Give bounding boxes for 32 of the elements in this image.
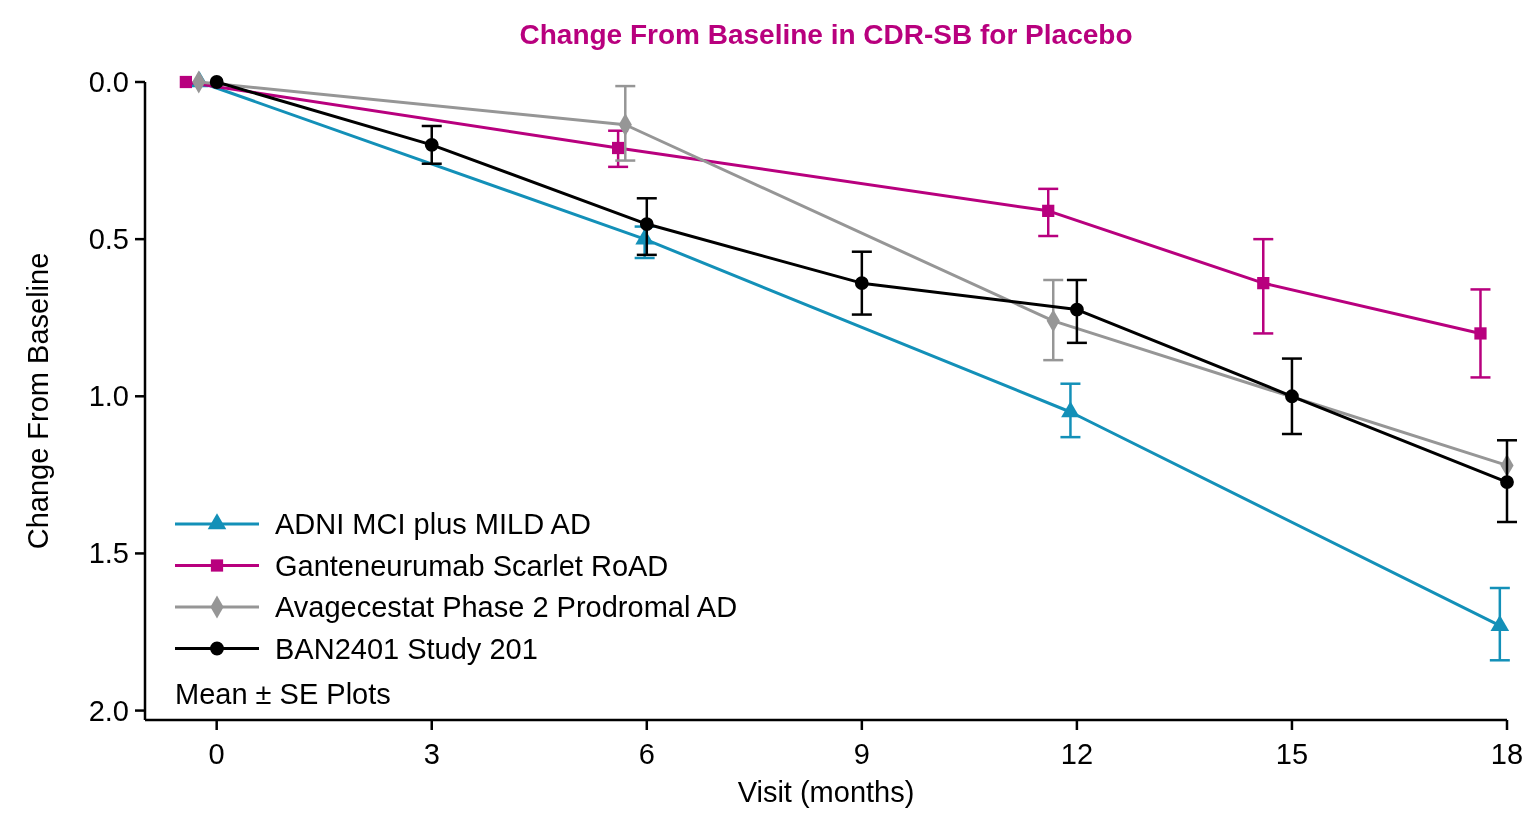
legend-label: Ganteneurumab Scarlet RoAD <box>275 549 669 582</box>
point <box>1474 327 1487 340</box>
point <box>1069 302 1084 317</box>
legend-label: Avagecestat Phase 2 Prodromal AD <box>275 591 738 623</box>
x-tick-label: 9 <box>853 738 870 770</box>
annotation: Mean ± SE Plots <box>175 678 391 710</box>
legend-label: ADNI MCI plus MILD AD <box>275 508 591 540</box>
x-tick-label: 12 <box>1060 738 1094 770</box>
x-tick-label: 3 <box>423 738 440 770</box>
x-tick-label: 0 <box>208 738 225 770</box>
point <box>639 217 654 231</box>
y-tick-label: 2.0 <box>88 694 129 727</box>
point <box>1257 277 1270 290</box>
x-axis-title: Visit (months) <box>737 776 915 808</box>
y-tick-label: 1.5 <box>88 537 129 570</box>
point <box>611 141 625 155</box>
y-tick-label: 0.0 <box>88 66 129 98</box>
chart-title: Change From Baseline in CDR-SB for Placebo <box>519 19 1133 50</box>
point <box>209 75 224 89</box>
point <box>424 137 439 152</box>
point <box>179 75 192 89</box>
point <box>1285 389 1299 404</box>
x-tick-label: 6 <box>638 738 655 770</box>
x-tick-label: 18 <box>1490 738 1524 770</box>
legend-label: BAN2401 Study 201 <box>275 632 538 665</box>
y-axis-title: Change From Baseline <box>22 252 54 550</box>
x-tick-label: 15 <box>1275 738 1309 770</box>
point <box>854 276 869 291</box>
point <box>1500 475 1514 489</box>
y-tick-label: 0.5 <box>88 223 129 256</box>
y-tick-label: 1.0 <box>88 380 129 413</box>
point <box>1042 204 1055 217</box>
